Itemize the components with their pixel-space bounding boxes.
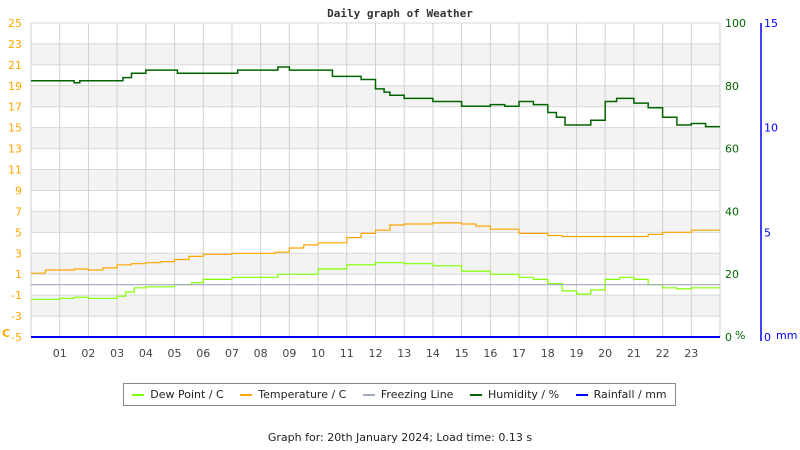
left-tick-label: -1 bbox=[11, 289, 22, 302]
humidity-tick-label: 20 bbox=[725, 268, 739, 281]
x-tick-label: 21 bbox=[627, 347, 641, 360]
temperature-line bbox=[31, 222, 720, 274]
left-tick-label: 7 bbox=[15, 205, 22, 218]
x-tick-label: 15 bbox=[455, 347, 469, 360]
legend-swatch bbox=[362, 393, 375, 396]
x-tick-label: 22 bbox=[656, 347, 670, 360]
left-tick-label: 21 bbox=[8, 59, 22, 72]
x-tick-label: 04 bbox=[139, 347, 153, 360]
humidity-line bbox=[31, 66, 720, 128]
rain-tick-label: 15 bbox=[764, 17, 778, 30]
legend-label: Freezing Line bbox=[380, 388, 454, 401]
legend-swatch bbox=[240, 393, 253, 396]
x-tick-label: 05 bbox=[168, 347, 182, 360]
legend-label: Humidity / % bbox=[488, 388, 560, 401]
x-tick-label: 13 bbox=[397, 347, 411, 360]
x-tick-label: 07 bbox=[225, 347, 239, 360]
humidity-tick-label: 80 bbox=[725, 80, 739, 93]
humidity-tick-label: 60 bbox=[725, 143, 739, 156]
left-tick-label: 17 bbox=[8, 101, 22, 114]
legend-label: Temperature / C bbox=[258, 388, 347, 401]
footer-text: Graph for: 20th January 2024; Load time:… bbox=[267, 431, 533, 444]
left-tick-label: 5 bbox=[15, 226, 22, 239]
x-tick-label: 09 bbox=[282, 347, 296, 360]
legend-item: Rainfall / mm bbox=[575, 388, 667, 401]
legend-swatch bbox=[470, 393, 483, 396]
chart-area: Daily graph of Weather 25232119171513119… bbox=[2, 7, 797, 360]
humidity-tick-label: 0 bbox=[725, 331, 732, 344]
x-tick-label: 11 bbox=[340, 347, 354, 360]
rain-tick-label: 10 bbox=[764, 122, 778, 135]
legend-label: Dew Point / C bbox=[150, 388, 224, 401]
x-tick-label: 10 bbox=[311, 347, 325, 360]
legend-swatch bbox=[132, 393, 145, 396]
x-tick-label: 02 bbox=[81, 347, 95, 360]
x-tick-label: 23 bbox=[684, 347, 698, 360]
legend-item: Temperature / C bbox=[240, 388, 346, 401]
legend-swatch bbox=[575, 393, 588, 396]
x-tick-label: 08 bbox=[254, 347, 268, 360]
x-tick-label: 19 bbox=[569, 347, 583, 360]
left-tick-label: 23 bbox=[8, 38, 22, 51]
left-tick-label: 3 bbox=[15, 247, 22, 260]
left-tick-label: 11 bbox=[8, 164, 22, 177]
x-tick-label: 16 bbox=[483, 347, 497, 360]
x-tick-label: 20 bbox=[598, 347, 612, 360]
x-tick-label: 18 bbox=[541, 347, 555, 360]
left-tick-label: -5 bbox=[11, 331, 22, 344]
left-tick-label: 9 bbox=[15, 184, 22, 197]
x-tick-label: 14 bbox=[426, 347, 440, 360]
left-tick-label: 25 bbox=[8, 17, 22, 30]
rain-axis-unit: mm bbox=[776, 329, 797, 342]
chart-title: Daily graph of Weather bbox=[327, 7, 473, 20]
left-tick-label: 1 bbox=[15, 268, 22, 281]
legend: Dew Point / C Temperature / C Freezing Lin… bbox=[123, 383, 676, 406]
legend-item: Humidity / % bbox=[470, 388, 559, 401]
left-tick-label: -3 bbox=[11, 310, 22, 323]
rain-tick-label: 5 bbox=[764, 226, 771, 239]
left-tick-label: 19 bbox=[8, 80, 22, 93]
x-tick-label: 01 bbox=[53, 347, 67, 360]
x-tick-label: 03 bbox=[110, 347, 124, 360]
legend-item: Freezing Line bbox=[362, 388, 454, 401]
legend-item: Dew Point / C bbox=[132, 388, 224, 401]
left-tick-label: 13 bbox=[8, 143, 22, 156]
x-tick-label: 06 bbox=[196, 347, 210, 360]
humidity-tick-label: 100 bbox=[725, 17, 746, 30]
rain-tick-label: 0 bbox=[764, 331, 771, 344]
x-tick-label: 17 bbox=[512, 347, 526, 360]
left-tick-label: 15 bbox=[8, 122, 22, 135]
humidity-tick-label: 40 bbox=[725, 205, 739, 218]
x-tick-label: 12 bbox=[369, 347, 383, 360]
humidity-axis-unit: % bbox=[735, 329, 745, 342]
dew-point-line bbox=[31, 262, 720, 300]
legend-label: Rainfall / mm bbox=[593, 388, 667, 401]
left-axis-unit: C bbox=[2, 327, 10, 340]
